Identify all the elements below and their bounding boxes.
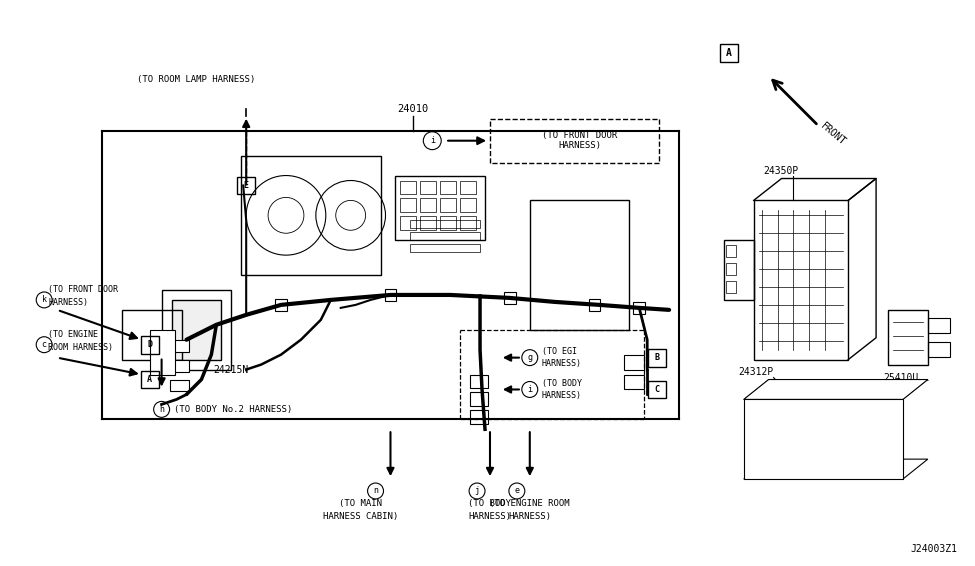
Text: (TO ENGINE: (TO ENGINE bbox=[48, 330, 98, 339]
Bar bbox=[725, 281, 736, 293]
Bar bbox=[470, 375, 488, 388]
Bar bbox=[648, 380, 666, 398]
Bar bbox=[460, 181, 476, 195]
Text: HARNESS): HARNESS) bbox=[469, 512, 512, 521]
Text: i: i bbox=[430, 136, 435, 145]
Bar bbox=[928, 318, 950, 333]
Text: 24350P: 24350P bbox=[763, 165, 799, 175]
Bar bbox=[420, 181, 436, 195]
Bar bbox=[170, 380, 189, 392]
Bar bbox=[504, 292, 516, 304]
Text: HARNESS CABIN): HARNESS CABIN) bbox=[323, 512, 398, 521]
Text: (TO ENGINE ROOM: (TO ENGINE ROOM bbox=[489, 499, 570, 508]
Text: e: e bbox=[515, 486, 520, 495]
Text: B: B bbox=[654, 353, 660, 362]
Bar bbox=[401, 181, 416, 195]
Text: HARNESS): HARNESS) bbox=[508, 512, 551, 521]
Bar bbox=[410, 244, 480, 252]
Bar bbox=[172, 300, 221, 359]
Bar bbox=[460, 199, 476, 212]
Bar bbox=[140, 371, 159, 388]
Bar bbox=[237, 177, 255, 195]
Text: h: h bbox=[159, 405, 164, 414]
Text: (TO BODY No.2 HARNESS): (TO BODY No.2 HARNESS) bbox=[174, 405, 292, 414]
Bar bbox=[170, 340, 189, 351]
Text: HARNESS): HARNESS) bbox=[542, 359, 582, 368]
Text: 25410U: 25410U bbox=[883, 372, 918, 383]
Bar bbox=[470, 410, 488, 424]
Text: (TO MAIN: (TO MAIN bbox=[339, 499, 382, 508]
Bar bbox=[420, 199, 436, 212]
Bar bbox=[720, 44, 738, 62]
Bar bbox=[401, 199, 416, 212]
Text: 24215N: 24215N bbox=[214, 365, 249, 375]
Text: E: E bbox=[244, 181, 249, 190]
Text: J24003Z1: J24003Z1 bbox=[911, 544, 957, 554]
Bar bbox=[648, 349, 666, 367]
Text: HARNESS): HARNESS) bbox=[542, 391, 582, 400]
Text: 24010: 24010 bbox=[398, 104, 429, 114]
Polygon shape bbox=[744, 459, 928, 479]
Bar bbox=[928, 342, 950, 357]
Bar bbox=[888, 310, 928, 365]
Polygon shape bbox=[744, 400, 903, 479]
Bar bbox=[441, 199, 456, 212]
Text: j: j bbox=[475, 486, 480, 495]
Text: HARNESS): HARNESS) bbox=[48, 298, 88, 307]
Bar bbox=[122, 310, 181, 359]
Text: (TO ROOM LAMP HARNESS): (TO ROOM LAMP HARNESS) bbox=[137, 75, 255, 84]
Bar bbox=[634, 302, 645, 314]
Text: (TO BODY: (TO BODY bbox=[542, 379, 582, 388]
Bar bbox=[529, 200, 629, 330]
Text: k: k bbox=[42, 295, 47, 305]
Bar bbox=[589, 299, 601, 311]
Bar bbox=[410, 232, 480, 240]
Text: ROOM HARNESS): ROOM HARNESS) bbox=[48, 343, 113, 352]
Text: g: g bbox=[527, 353, 532, 362]
Bar bbox=[241, 156, 380, 275]
Bar bbox=[162, 290, 231, 370]
Bar bbox=[460, 216, 476, 230]
Bar bbox=[170, 359, 189, 371]
Text: c: c bbox=[42, 340, 47, 349]
Text: A: A bbox=[147, 375, 152, 384]
Text: i: i bbox=[527, 385, 532, 394]
Bar bbox=[725, 263, 736, 275]
Bar bbox=[754, 200, 848, 359]
Bar bbox=[723, 240, 754, 300]
Bar bbox=[441, 216, 456, 230]
Text: C: C bbox=[654, 385, 660, 394]
Text: D: D bbox=[147, 340, 152, 349]
Bar bbox=[441, 181, 456, 195]
Text: (TO EGI: (TO EGI bbox=[542, 347, 577, 356]
Bar bbox=[401, 216, 416, 230]
Bar bbox=[470, 392, 488, 406]
Bar bbox=[624, 355, 644, 370]
Text: 24312P: 24312P bbox=[739, 367, 774, 376]
Text: (TO BODY: (TO BODY bbox=[469, 499, 512, 508]
Text: n: n bbox=[373, 486, 378, 495]
Bar bbox=[384, 289, 397, 301]
Text: A: A bbox=[725, 48, 732, 58]
Text: FRONT: FRONT bbox=[818, 121, 847, 147]
Text: (TO FRONT DOOR: (TO FRONT DOOR bbox=[48, 285, 118, 294]
Bar bbox=[410, 220, 480, 228]
Bar bbox=[150, 330, 175, 375]
Bar bbox=[396, 175, 485, 240]
Bar bbox=[140, 336, 159, 354]
Bar bbox=[420, 216, 436, 230]
Bar bbox=[275, 299, 287, 311]
Bar bbox=[624, 375, 644, 389]
Polygon shape bbox=[744, 380, 928, 400]
Text: (TO FRONT DOOR
HARNESS): (TO FRONT DOOR HARNESS) bbox=[542, 131, 617, 151]
Bar bbox=[725, 245, 736, 257]
